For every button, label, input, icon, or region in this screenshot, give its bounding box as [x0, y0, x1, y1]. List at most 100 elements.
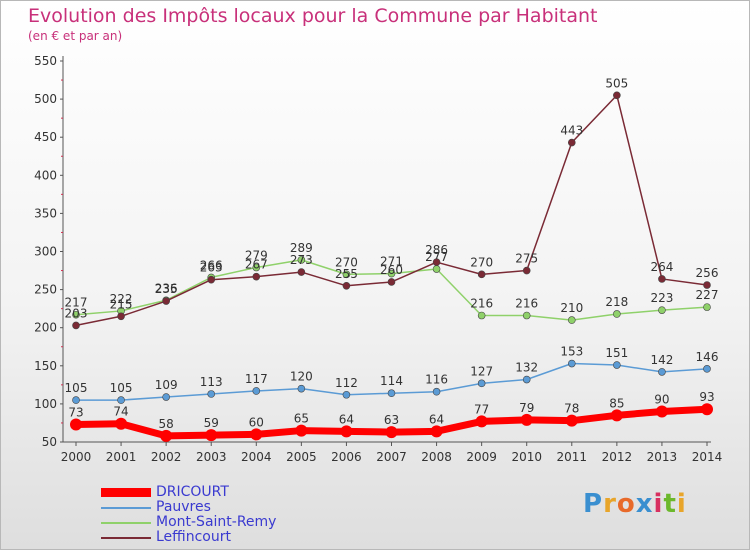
data-label: 142 — [650, 353, 673, 367]
proxiti-logo: Proxiti — [583, 489, 687, 519]
data-point — [297, 256, 306, 264]
x-tick-label: 2002 — [151, 450, 182, 464]
series-layer: 105 105 109 113 117 120 112 114 116 127 132 153 151 1… — [65, 76, 719, 442]
data-label: 59 — [204, 416, 219, 430]
data-label: 286 — [425, 243, 448, 257]
data-point — [342, 390, 351, 399]
data-point — [475, 415, 488, 428]
data-label: 146 — [696, 350, 719, 364]
data-point — [252, 387, 261, 395]
data-label: 114 — [380, 374, 403, 388]
data-label: 105 — [110, 381, 133, 395]
data-label: 109 — [155, 378, 178, 392]
data-label: 117 — [245, 372, 268, 386]
data-label: 58 — [159, 417, 174, 431]
data-label: 275 — [515, 252, 538, 266]
data-label: 270 — [335, 255, 358, 269]
data-label: 90 — [654, 393, 669, 407]
data-label: 132 — [515, 361, 538, 375]
data-point — [703, 281, 711, 289]
series-mont-saint-remy: 217 222 236 266 279 289 270 271 277 216 216 210 218 2… — [65, 241, 718, 324]
data-point — [658, 275, 666, 283]
logo-letter: i — [676, 489, 687, 519]
data-label: 210 — [560, 301, 583, 315]
data-point — [297, 268, 306, 276]
data-point — [567, 138, 576, 147]
y-tick-label: 500 — [34, 92, 57, 106]
y-tick-label: 400 — [34, 168, 57, 182]
data-point — [477, 311, 486, 320]
y-tick-label: 150 — [34, 359, 57, 373]
data-label: 217 — [65, 296, 88, 310]
y-tick-label: 550 — [34, 54, 57, 68]
x-tick-label: 2003 — [196, 450, 227, 464]
data-point — [522, 266, 531, 275]
data-point — [207, 390, 216, 398]
data-label: 116 — [425, 373, 448, 387]
data-point — [117, 396, 125, 404]
data-label: 93 — [699, 390, 714, 404]
data-point — [207, 275, 216, 284]
data-label: 236 — [155, 281, 178, 295]
data-point — [613, 361, 621, 369]
data-point — [117, 312, 125, 321]
data-point — [432, 387, 441, 396]
data-label: 271 — [380, 255, 403, 269]
data-label: 279 — [245, 249, 268, 263]
data-point — [567, 359, 576, 368]
data-point — [432, 258, 441, 266]
logo-letter: o — [616, 489, 636, 519]
data-label: 266 — [200, 258, 223, 272]
data-label: 264 — [650, 260, 673, 274]
data-point — [703, 365, 711, 373]
x-tick-label: 2014 — [692, 450, 723, 464]
data-label: 218 — [605, 295, 628, 309]
data-label: 65 — [294, 412, 309, 426]
x-tick-label: 2012 — [602, 450, 633, 464]
x-tick-label: 2006 — [331, 450, 362, 464]
data-point — [522, 375, 531, 384]
data-point — [72, 396, 80, 404]
data-point — [72, 321, 80, 330]
data-point — [340, 425, 353, 438]
data-label: 64 — [429, 412, 444, 426]
data-point — [297, 384, 306, 393]
data-label: 105 — [65, 381, 88, 395]
data-label: 215 — [110, 297, 133, 311]
data-label: 153 — [560, 345, 583, 359]
data-label: 64 — [339, 412, 354, 426]
data-point — [701, 403, 713, 416]
series-pauvres: 105 105 109 113 117 120 112 114 116 127 132 153 151 1… — [65, 345, 719, 404]
series-dricourt: 73 74 58 59 60 65 64 63 64 77 79 78 85 90 93 — [68, 390, 715, 442]
data-label: 203 — [65, 306, 88, 320]
x-tick-label: 2001 — [106, 450, 137, 464]
data-label: 267 — [245, 258, 268, 272]
data-point — [613, 91, 621, 100]
data-label: 270 — [470, 255, 493, 269]
data-point — [252, 263, 261, 272]
data-label: 222 — [110, 292, 133, 306]
legend-swatch — [101, 488, 151, 497]
x-tick-label: 2005 — [286, 450, 317, 464]
legend-label: Mont-Saint-Remy — [156, 514, 277, 530]
x-tick-label: 2010 — [511, 450, 542, 464]
logo-letter: r — [603, 489, 617, 519]
data-point — [387, 389, 396, 398]
data-point — [610, 409, 623, 422]
data-point — [162, 297, 170, 305]
data-point — [252, 272, 261, 281]
data-label: 255 — [335, 267, 358, 281]
data-point — [520, 413, 533, 426]
legend-swatch — [101, 507, 151, 509]
x-tick-label: 2007 — [376, 450, 407, 464]
logo-letter: t — [663, 489, 677, 519]
data-point — [613, 310, 621, 318]
data-label: 289 — [290, 241, 313, 255]
data-label: 73 — [68, 405, 83, 419]
data-label: 113 — [200, 375, 223, 389]
legend-swatch — [101, 537, 151, 539]
data-label: 77 — [474, 402, 489, 416]
data-point — [387, 278, 396, 286]
y-tick-label: 50 — [42, 435, 57, 449]
data-point — [477, 270, 486, 279]
